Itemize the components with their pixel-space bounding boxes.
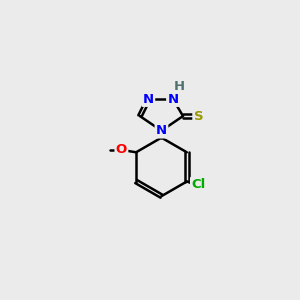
Text: N: N xyxy=(167,93,178,106)
Text: N: N xyxy=(156,124,167,137)
Text: N: N xyxy=(143,93,154,106)
Text: S: S xyxy=(194,110,203,123)
Text: O: O xyxy=(116,143,127,157)
Text: Cl: Cl xyxy=(191,178,206,191)
Text: H: H xyxy=(174,80,185,92)
